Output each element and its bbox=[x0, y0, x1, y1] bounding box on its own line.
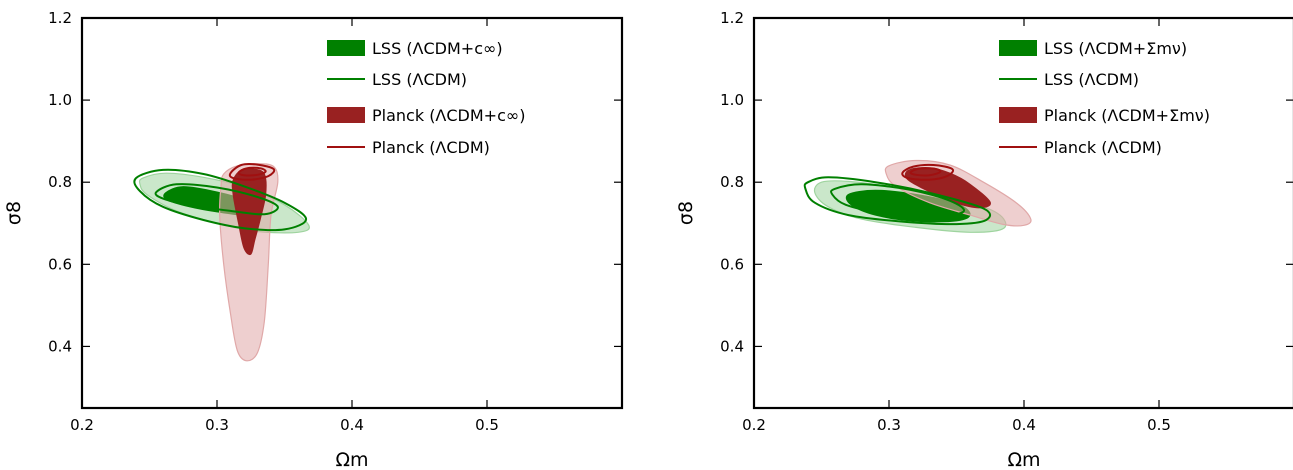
x-tick-label: 0.3 bbox=[877, 416, 901, 434]
contour-planck-lcdm-inner bbox=[909, 167, 942, 177]
y-axis-label: σ8 bbox=[3, 201, 25, 225]
x-tick-label: 0.4 bbox=[340, 416, 364, 434]
y-tick-label: 0.8 bbox=[720, 173, 744, 191]
contour-lss-lcdm-outer bbox=[803, 176, 992, 226]
x-tick-label: 0.5 bbox=[1147, 416, 1171, 434]
contour-planck-extended-95 bbox=[218, 163, 279, 362]
legend-label: Planck (ΛCDM) bbox=[372, 138, 490, 157]
legend-label: LSS (ΛCDM) bbox=[1044, 70, 1139, 89]
y-axis-label: σ8 bbox=[675, 201, 697, 225]
contour-lss-lcdm-inner bbox=[830, 183, 966, 218]
chart-panel-2: 0.2 0.3 0.4 0.5 0.4 0.6 0.8 1.0 1.2 Ωm σ8 LSS (ΛCDM… bbox=[675, 9, 1293, 470]
y-tick-label: 1.2 bbox=[720, 9, 744, 27]
legend-swatch bbox=[999, 107, 1037, 123]
y-tick-label: 0.8 bbox=[48, 173, 72, 191]
legend: LSS (ΛCDM+c∞) LSS (ΛCDM) Planck (ΛCDM+c∞) P… bbox=[327, 39, 525, 157]
contour-lss-lcdm-inner bbox=[154, 183, 279, 216]
legend-label: Planck (ΛCDM+c∞) bbox=[372, 106, 525, 125]
x-tick-label: 0.2 bbox=[742, 416, 766, 434]
y-tick-label: 0.4 bbox=[48, 337, 72, 355]
y-tick-label: 0.6 bbox=[720, 255, 744, 273]
axes-frame bbox=[80, 16, 624, 410]
legend-label: Planck (ΛCDM+Σmν) bbox=[1044, 106, 1210, 125]
contour-planck-lcdm-outer bbox=[228, 162, 276, 181]
plot-area bbox=[133, 162, 310, 362]
x-axis-label: Ωm bbox=[1007, 449, 1040, 470]
y-tick-label: 1.0 bbox=[720, 91, 744, 109]
y-tick-label: 0.4 bbox=[720, 337, 744, 355]
y-tick-label: 1.2 bbox=[48, 9, 72, 27]
legend-swatch bbox=[327, 40, 365, 56]
contour-lss-lcdm-outer bbox=[133, 168, 308, 232]
x-tick-label: 0.5 bbox=[475, 416, 499, 434]
y-tick-label: 1.0 bbox=[48, 91, 72, 109]
legend-label: LSS (ΛCDM+c∞) bbox=[372, 39, 503, 58]
x-tick-label: 0.3 bbox=[205, 416, 229, 434]
x-tick-label: 0.2 bbox=[70, 416, 94, 434]
contour-planck-lcdm-inner bbox=[237, 166, 267, 177]
x-axis-label: Ωm bbox=[335, 449, 368, 470]
chart-panel-1: 0.2 0.3 0.4 0.5 0.4 0.6 0.8 1.0 1.2 Ωm σ8 LSS (ΛCDM… bbox=[3, 9, 624, 470]
legend-swatch bbox=[327, 107, 365, 123]
legend-label: Planck (ΛCDM) bbox=[1044, 138, 1162, 157]
contour-planck-lcdm-outer bbox=[901, 163, 955, 181]
x-tick-label: 0.4 bbox=[1012, 416, 1036, 434]
legend-label: LSS (ΛCDM) bbox=[372, 70, 467, 89]
legend: LSS (ΛCDM+Σmν) LSS (ΛCDM) Planck (ΛCDM+Σmν… bbox=[999, 39, 1210, 157]
y-tick-label: 0.6 bbox=[48, 255, 72, 273]
plot-area bbox=[803, 159, 1032, 233]
legend-label: LSS (ΛCDM+Σmν) bbox=[1044, 39, 1187, 58]
legend-swatch bbox=[999, 40, 1037, 56]
